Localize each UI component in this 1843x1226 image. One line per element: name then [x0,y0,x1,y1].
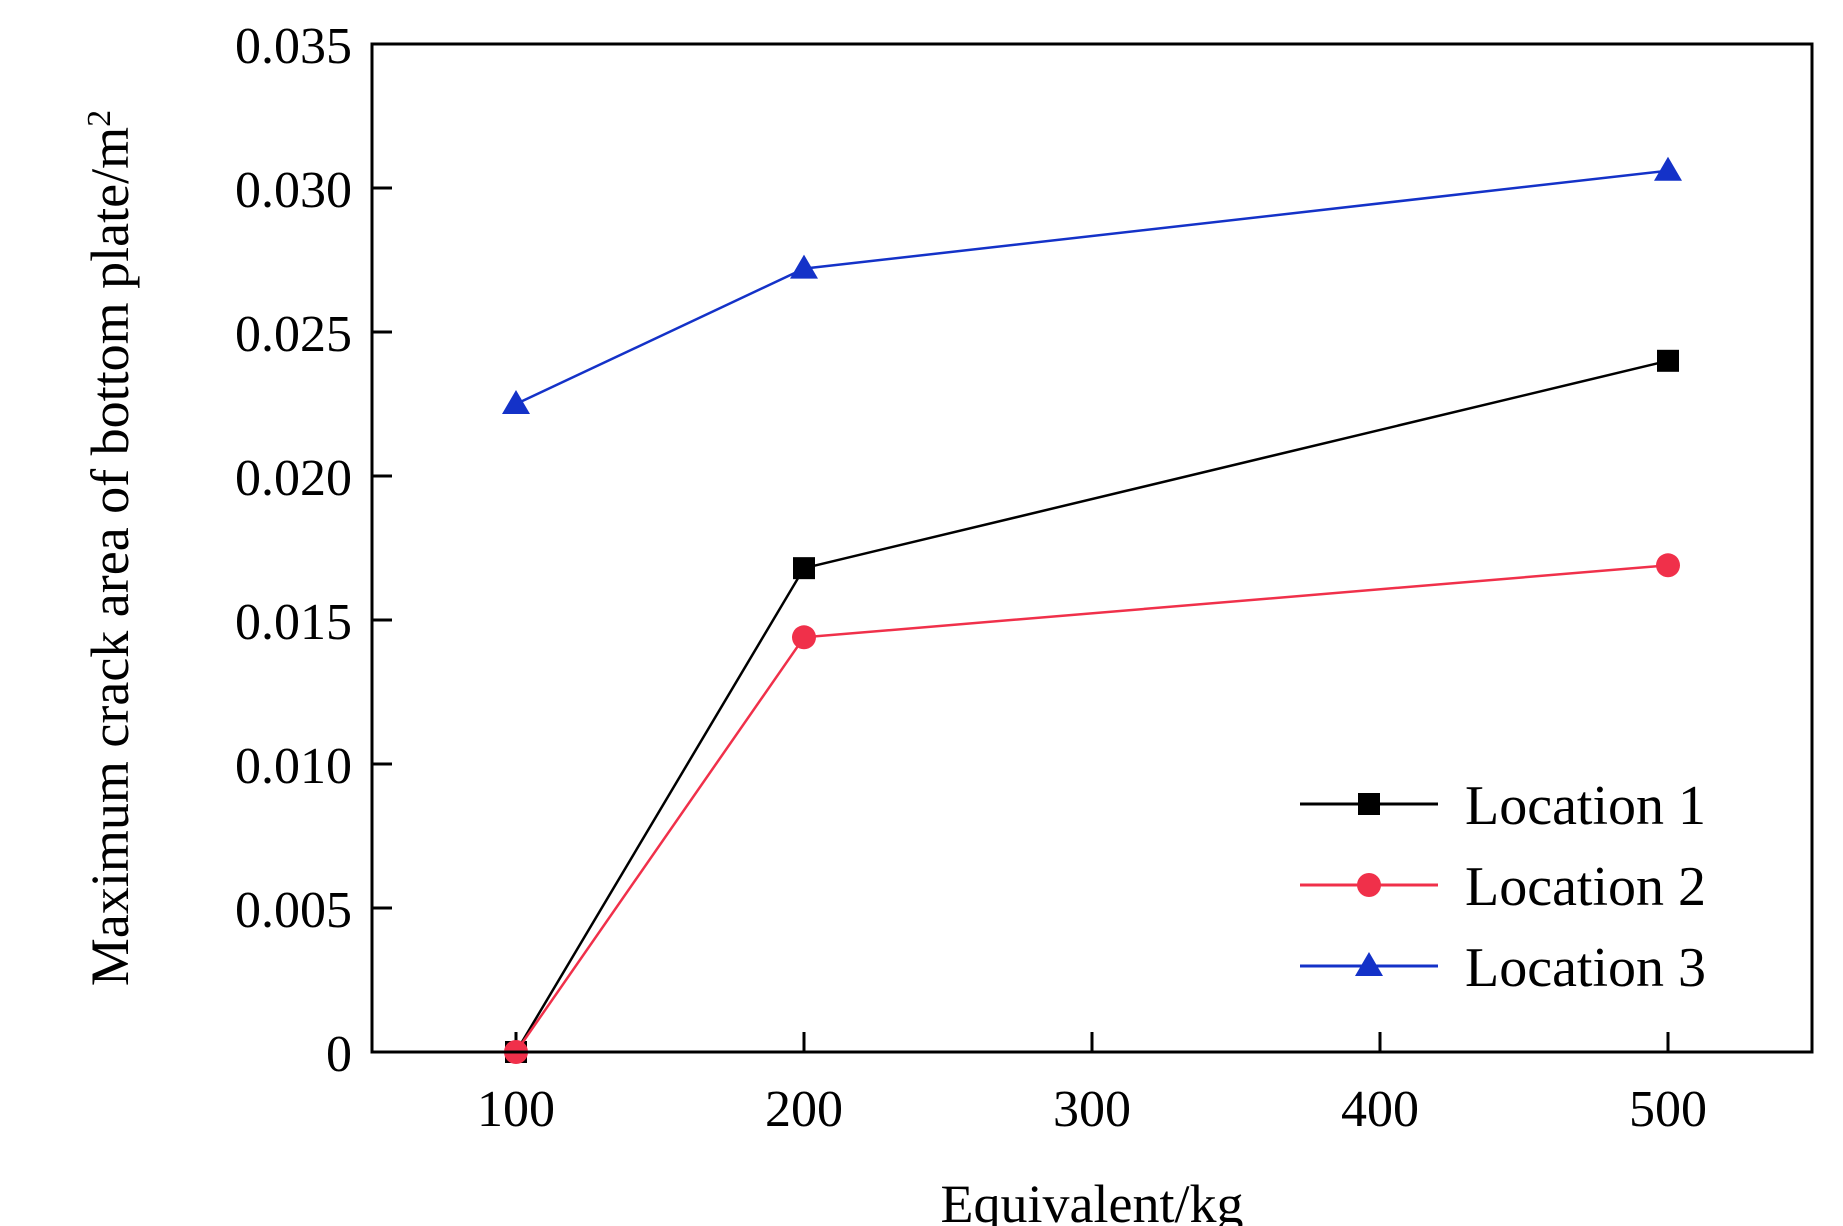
y-axis-ticks: 0 0.005 0.010 0.015 0.020 0.025 0.030 0.035 [235,18,392,1083]
series-1-point [793,557,815,580]
series-3-line [515,169,1669,406]
y-tick-label: 0.005 [235,882,352,939]
series-1-point [1657,349,1679,372]
legend: Location 1 Location 2 Location 3 [1300,775,1706,999]
legend-item-1: Location 1 [1300,775,1706,837]
x-tick-label: 500 [1629,1081,1707,1138]
y-tick-label: 0.025 [235,306,352,363]
legend-item-2: Location 2 [1300,856,1706,918]
legend-label: Location 2 [1465,856,1706,918]
series-3-point [1654,156,1682,181]
legend-label: Location 3 [1465,937,1706,999]
y-tick-label: 0 [326,1026,352,1083]
series-3 [502,156,1682,414]
y-tick-label: 0.020 [235,450,352,507]
y-axis-label: Maximum crack area of bottom plate/m2 [80,110,140,986]
x-tick-label: 100 [477,1081,555,1138]
y-tick-label: 0.015 [235,594,352,651]
legend-item-3: Location 3 [1300,937,1706,999]
legend-marker [1358,793,1380,815]
plot-frame [370,42,1814,1054]
x-tick-label: 300 [1053,1081,1131,1138]
series-2-point [1656,553,1680,578]
series-3-point [790,254,818,279]
legend-label: Location 1 [1465,775,1706,837]
x-axis-label: Equivalent/kg [941,1174,1244,1226]
series-3-point [502,390,530,414]
y-axis-label-text: Maximum crack area of bottom plate/m [80,127,140,986]
y-tick-label: 0.035 [235,18,352,75]
y-axis-label-superscript: 2 [81,110,118,127]
x-axis-ticks: 100 200 300 400 500 [477,1032,1707,1138]
series-layer [502,156,1682,1064]
x-tick-label: 400 [1341,1081,1419,1138]
x-tick-label: 200 [765,1081,843,1138]
legend-marker [1355,952,1383,976]
series-2-point [792,625,816,650]
legend-marker [1357,873,1381,897]
y-tick-label: 0.030 [235,162,352,219]
y-tick-label: 0.010 [235,738,352,795]
